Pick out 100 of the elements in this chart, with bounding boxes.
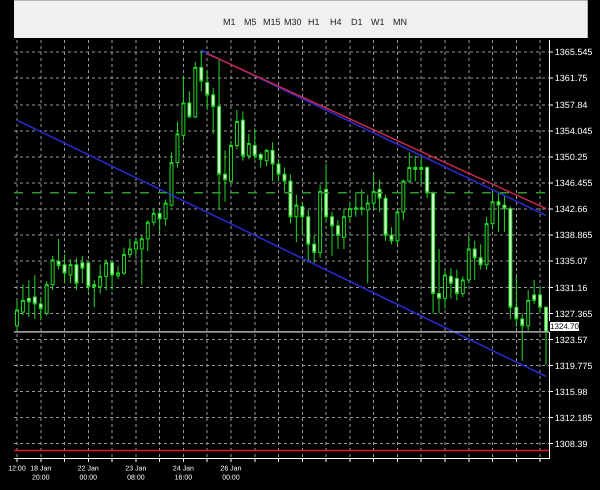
- candlestick: [258, 152, 263, 168]
- candlestick: [146, 220, 150, 252]
- candlestick: [187, 90, 192, 119]
- candlestick: [74, 257, 78, 291]
- candlestick: [92, 279, 96, 308]
- y-tick-label: 1338.865: [554, 230, 592, 240]
- candlestick: [116, 266, 120, 279]
- y-tick-label: 1350.25: [554, 152, 588, 162]
- candlestick: [312, 234, 316, 264]
- text: M1: [223, 17, 236, 27]
- candlestick: [466, 234, 471, 284]
- text: H4: [330, 17, 342, 27]
- candlestick: [56, 238, 61, 270]
- candlestick: [336, 220, 340, 250]
- candlestick: [294, 194, 298, 243]
- candlestick: [384, 194, 388, 242]
- candlestick: [246, 133, 251, 160]
- candlestick: [20, 284, 25, 316]
- candlestick: [282, 166, 286, 192]
- text: M15: [263, 17, 281, 27]
- y-tick-label: 1361.75: [554, 73, 588, 84]
- candlestick: [181, 75, 186, 142]
- candlestick: [538, 286, 542, 314]
- candlestick: [484, 216, 489, 270]
- candlestick: [472, 240, 477, 280]
- candlestick: [378, 179, 382, 212]
- candlestick: [276, 158, 280, 182]
- candlestick: [205, 70, 210, 110]
- candlestick: [32, 274, 37, 320]
- text: D1: [351, 17, 363, 27]
- candlestick: [354, 192, 358, 218]
- candlestick: [170, 152, 174, 208]
- candlestick: [342, 208, 346, 250]
- candlestick: [401, 179, 406, 221]
- ref-line-label: 1324.70: [550, 322, 580, 331]
- candlestick: [86, 260, 90, 292]
- candlestick: [306, 209, 310, 264]
- candlestick: [514, 276, 518, 328]
- text: MN: [393, 17, 407, 27]
- candlestick: [15, 300, 19, 330]
- candlestick: [140, 234, 144, 286]
- y-tick-label: 1335.07: [554, 256, 588, 266]
- candlestick: [330, 212, 334, 256]
- y-tick-label: 1319.775: [554, 360, 592, 371]
- candlestick: [80, 255, 84, 284]
- candlestick: [134, 236, 138, 256]
- candlestick: [454, 269, 459, 301]
- candlestick: [372, 172, 376, 210]
- candlestick: [532, 279, 536, 304]
- candlestick: [128, 238, 132, 258]
- candlestick: [318, 184, 322, 258]
- candlestick: [419, 156, 424, 186]
- y-tick-label: 1331.16: [554, 282, 588, 293]
- candlestick: [176, 121, 180, 168]
- candlestick: [390, 226, 394, 245]
- candlestick: [223, 150, 227, 202]
- candlestick: [443, 269, 447, 310]
- candlestick: [252, 128, 257, 160]
- text: M5: [244, 17, 257, 27]
- candlestick: [348, 201, 352, 223]
- y-tick-label: 1312.185: [554, 412, 592, 423]
- candlestick: [26, 279, 31, 318]
- candlestick: [448, 268, 453, 299]
- y-tick-label: 1346.455: [554, 178, 592, 188]
- candlestick: [211, 87, 216, 134]
- candlestick: [264, 148, 269, 167]
- text: H1: [308, 17, 320, 27]
- candlestick: [217, 58, 222, 210]
- text: M30: [284, 17, 302, 27]
- candlestick: [158, 209, 162, 232]
- candlestick: [508, 206, 512, 320]
- y-tick-label: 1342.66: [554, 204, 588, 214]
- candlestick: [413, 155, 418, 182]
- candlestick: [152, 208, 156, 226]
- candlestick: [490, 188, 494, 230]
- candlestick: [520, 312, 524, 362]
- text: W1: [371, 17, 384, 27]
- candlestick: [104, 258, 108, 291]
- candlestick: [431, 190, 436, 314]
- candlestick: [110, 260, 114, 291]
- candlestick: [240, 110, 245, 162]
- candlestick: [502, 196, 506, 232]
- candlestick: [395, 208, 400, 245]
- candlestick: [288, 174, 292, 224]
- candlestick: [50, 255, 55, 291]
- candlestick: [199, 50, 204, 92]
- candlestick: [526, 290, 530, 332]
- y-tick-label: 1323.57: [554, 334, 588, 345]
- candlestick: [478, 244, 483, 270]
- candlestick: [366, 194, 370, 284]
- candlestick: [234, 109, 239, 150]
- y-tick-label: 1357.84: [554, 100, 588, 110]
- candlestick: [68, 258, 72, 284]
- candlestick: [324, 164, 328, 223]
- candlestick: [460, 276, 465, 298]
- y-tick-label: 1365.545: [554, 47, 592, 58]
- candlestick: [544, 306, 548, 366]
- candlestick: [122, 247, 126, 276]
- candlestick: [38, 296, 43, 321]
- candlestick: [270, 142, 275, 182]
